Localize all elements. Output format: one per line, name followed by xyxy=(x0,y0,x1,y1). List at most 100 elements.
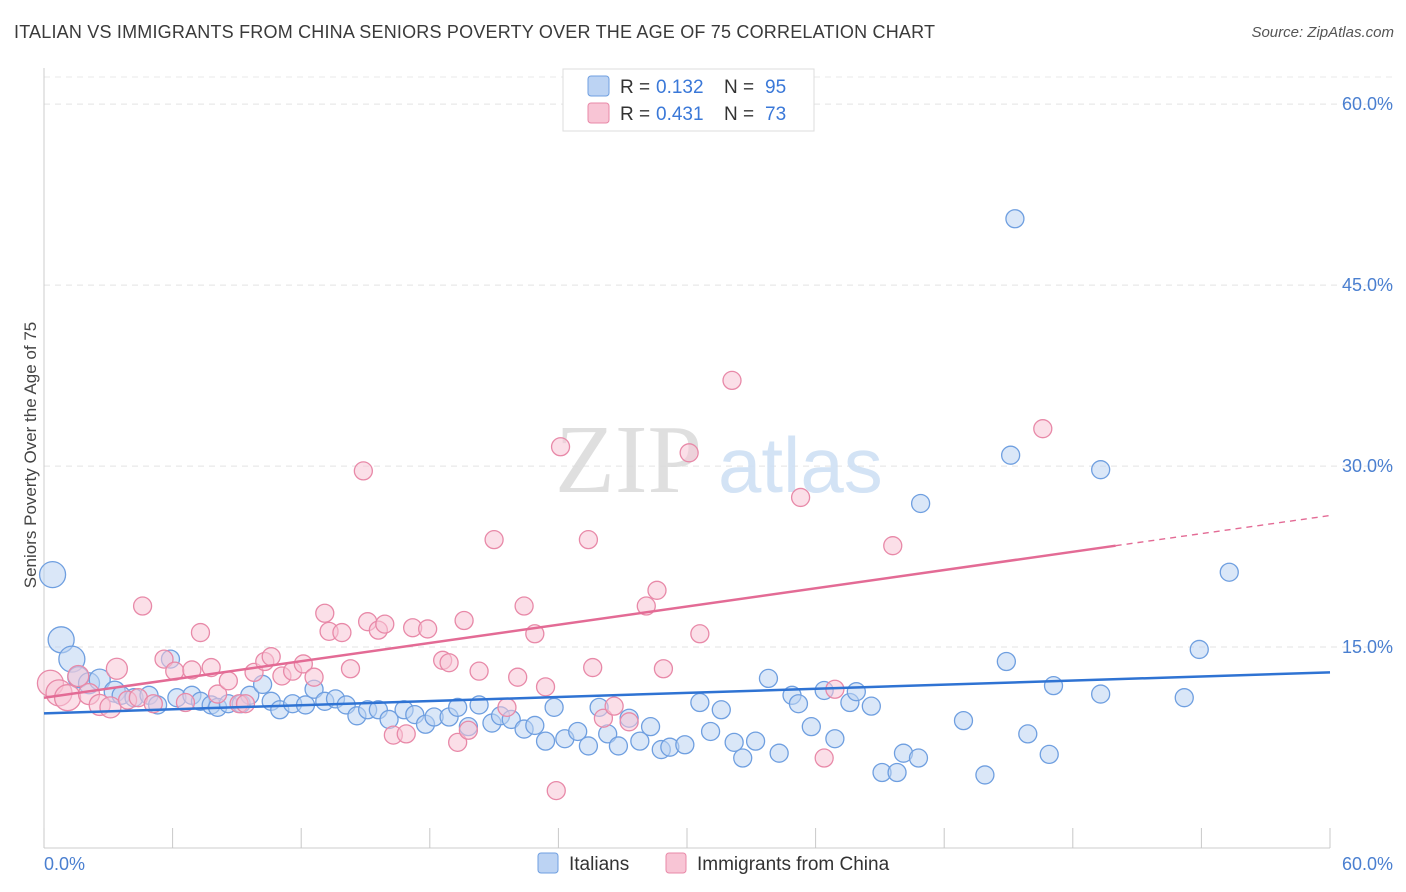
point-1-59 xyxy=(619,712,639,732)
point-1-18 xyxy=(207,684,228,704)
point-0-87 xyxy=(1039,744,1059,765)
y-tick-label-1: 30.0% xyxy=(1342,456,1393,476)
point-1-54 xyxy=(550,437,571,457)
trend-line-1 xyxy=(43,544,1116,699)
legend-top-italians-n: 95 xyxy=(765,77,786,98)
point-0-83 xyxy=(996,651,1017,672)
point-1-66 xyxy=(790,487,811,508)
source-label: Source: ZipAtlas.com xyxy=(1251,24,1394,41)
point-1-36 xyxy=(375,614,395,634)
trend-lines xyxy=(43,514,1331,715)
legend-top-italians-swatch xyxy=(587,75,610,97)
point-0-89 xyxy=(1091,684,1111,704)
legend-china-swatch xyxy=(665,852,687,874)
point-0-53 xyxy=(608,736,629,756)
point-1-63 xyxy=(679,443,699,463)
legend-top-italians-r: 0.132 xyxy=(656,77,704,98)
point-0-61 xyxy=(700,721,721,742)
point-1-11 xyxy=(143,694,163,714)
point-0-67 xyxy=(769,743,789,763)
point-1-55 xyxy=(578,530,599,550)
point-1-47 xyxy=(484,530,504,550)
y-tick-label-0: 15.0% xyxy=(1342,637,1393,657)
point-0-69 xyxy=(788,694,809,714)
data-points xyxy=(36,209,1239,801)
series-1-points xyxy=(36,370,1053,801)
point-1-56 xyxy=(583,657,603,678)
point-0-80 xyxy=(910,493,931,514)
legend-top-china-n-label: N = xyxy=(724,104,754,125)
point-1-29 xyxy=(315,603,335,623)
point-1-67 xyxy=(814,748,834,768)
point-0-81 xyxy=(953,710,974,731)
point-1-33 xyxy=(353,461,374,481)
axes xyxy=(43,68,1331,849)
point-1-19 xyxy=(218,671,238,691)
x-tick-label-max: 60.0% xyxy=(1342,854,1393,874)
point-0-84 xyxy=(1000,445,1021,465)
point-0-38 xyxy=(448,697,468,718)
point-0-45 xyxy=(525,715,545,736)
point-1-16 xyxy=(190,622,211,643)
point-0-49 xyxy=(568,721,588,742)
point-0-93 xyxy=(1219,562,1239,582)
point-1-42 xyxy=(439,653,459,673)
point-0-59 xyxy=(675,735,695,755)
y-tick-label-3: 60.0% xyxy=(1342,94,1393,114)
point-0-47 xyxy=(544,697,564,718)
point-0-56 xyxy=(640,717,661,737)
legend-top-italians-n-label: N = xyxy=(724,77,754,98)
point-0-60 xyxy=(690,692,710,713)
point-0-66 xyxy=(758,668,779,689)
point-0-82 xyxy=(975,765,995,785)
gridlines xyxy=(44,76,1393,648)
point-0-72 xyxy=(825,729,845,749)
trend-line-0 xyxy=(43,671,1331,715)
point-0-64 xyxy=(733,748,753,768)
point-0-90 xyxy=(1091,460,1111,480)
point-1-17 xyxy=(201,657,221,678)
point-0-91 xyxy=(1174,688,1194,708)
watermark-zip: ZIP xyxy=(555,406,702,514)
point-1-32 xyxy=(340,659,361,679)
point-1-46 xyxy=(469,661,489,681)
legend-italians-swatch xyxy=(537,852,559,874)
legend-top: R = 0.132 N = 95 R = 0.431 N = 73 xyxy=(562,68,815,132)
point-1-44 xyxy=(454,610,474,631)
point-1-15 xyxy=(182,660,202,680)
point-0-85 xyxy=(1005,209,1025,229)
point-1-12 xyxy=(154,649,174,669)
point-1-58 xyxy=(604,696,624,716)
point-1-21 xyxy=(235,694,256,714)
point-1-48 xyxy=(497,697,517,718)
point-1-61 xyxy=(647,580,667,600)
legend-top-china-r: 0.431 xyxy=(656,104,704,125)
trend-extension-1 xyxy=(1115,514,1331,547)
legend-china-label: Immigrants from China xyxy=(697,854,890,875)
legend-top-china-swatch xyxy=(587,102,610,124)
point-1-43 xyxy=(448,732,468,752)
point-1-28 xyxy=(304,667,324,687)
legend-top-china-n: 73 xyxy=(765,104,786,125)
point-0-77 xyxy=(887,762,907,783)
point-0-75 xyxy=(861,696,881,716)
point-1-49 xyxy=(508,667,528,687)
point-0-0 xyxy=(38,560,67,589)
point-1-45 xyxy=(458,720,479,740)
watermark: ZIP atlas xyxy=(555,406,883,514)
y-tick-label-2: 45.0% xyxy=(1342,275,1393,295)
point-1-38 xyxy=(396,724,416,744)
point-1-64 xyxy=(690,624,710,644)
point-0-63 xyxy=(724,732,744,752)
point-1-50 xyxy=(514,596,534,616)
point-0-79 xyxy=(908,748,929,768)
point-1-14 xyxy=(175,692,196,713)
chart-title: ITALIAN VS IMMIGRANTS FROM CHINA SENIORS… xyxy=(14,22,936,42)
y-tick-labels: 15.0% 30.0% 45.0% 60.0% xyxy=(1342,94,1393,657)
legend-bottom: Italians Immigrants from China xyxy=(537,852,890,875)
point-1-31 xyxy=(332,622,352,643)
point-1-57 xyxy=(593,708,614,728)
point-1-2 xyxy=(53,684,82,712)
point-0-65 xyxy=(745,731,766,751)
